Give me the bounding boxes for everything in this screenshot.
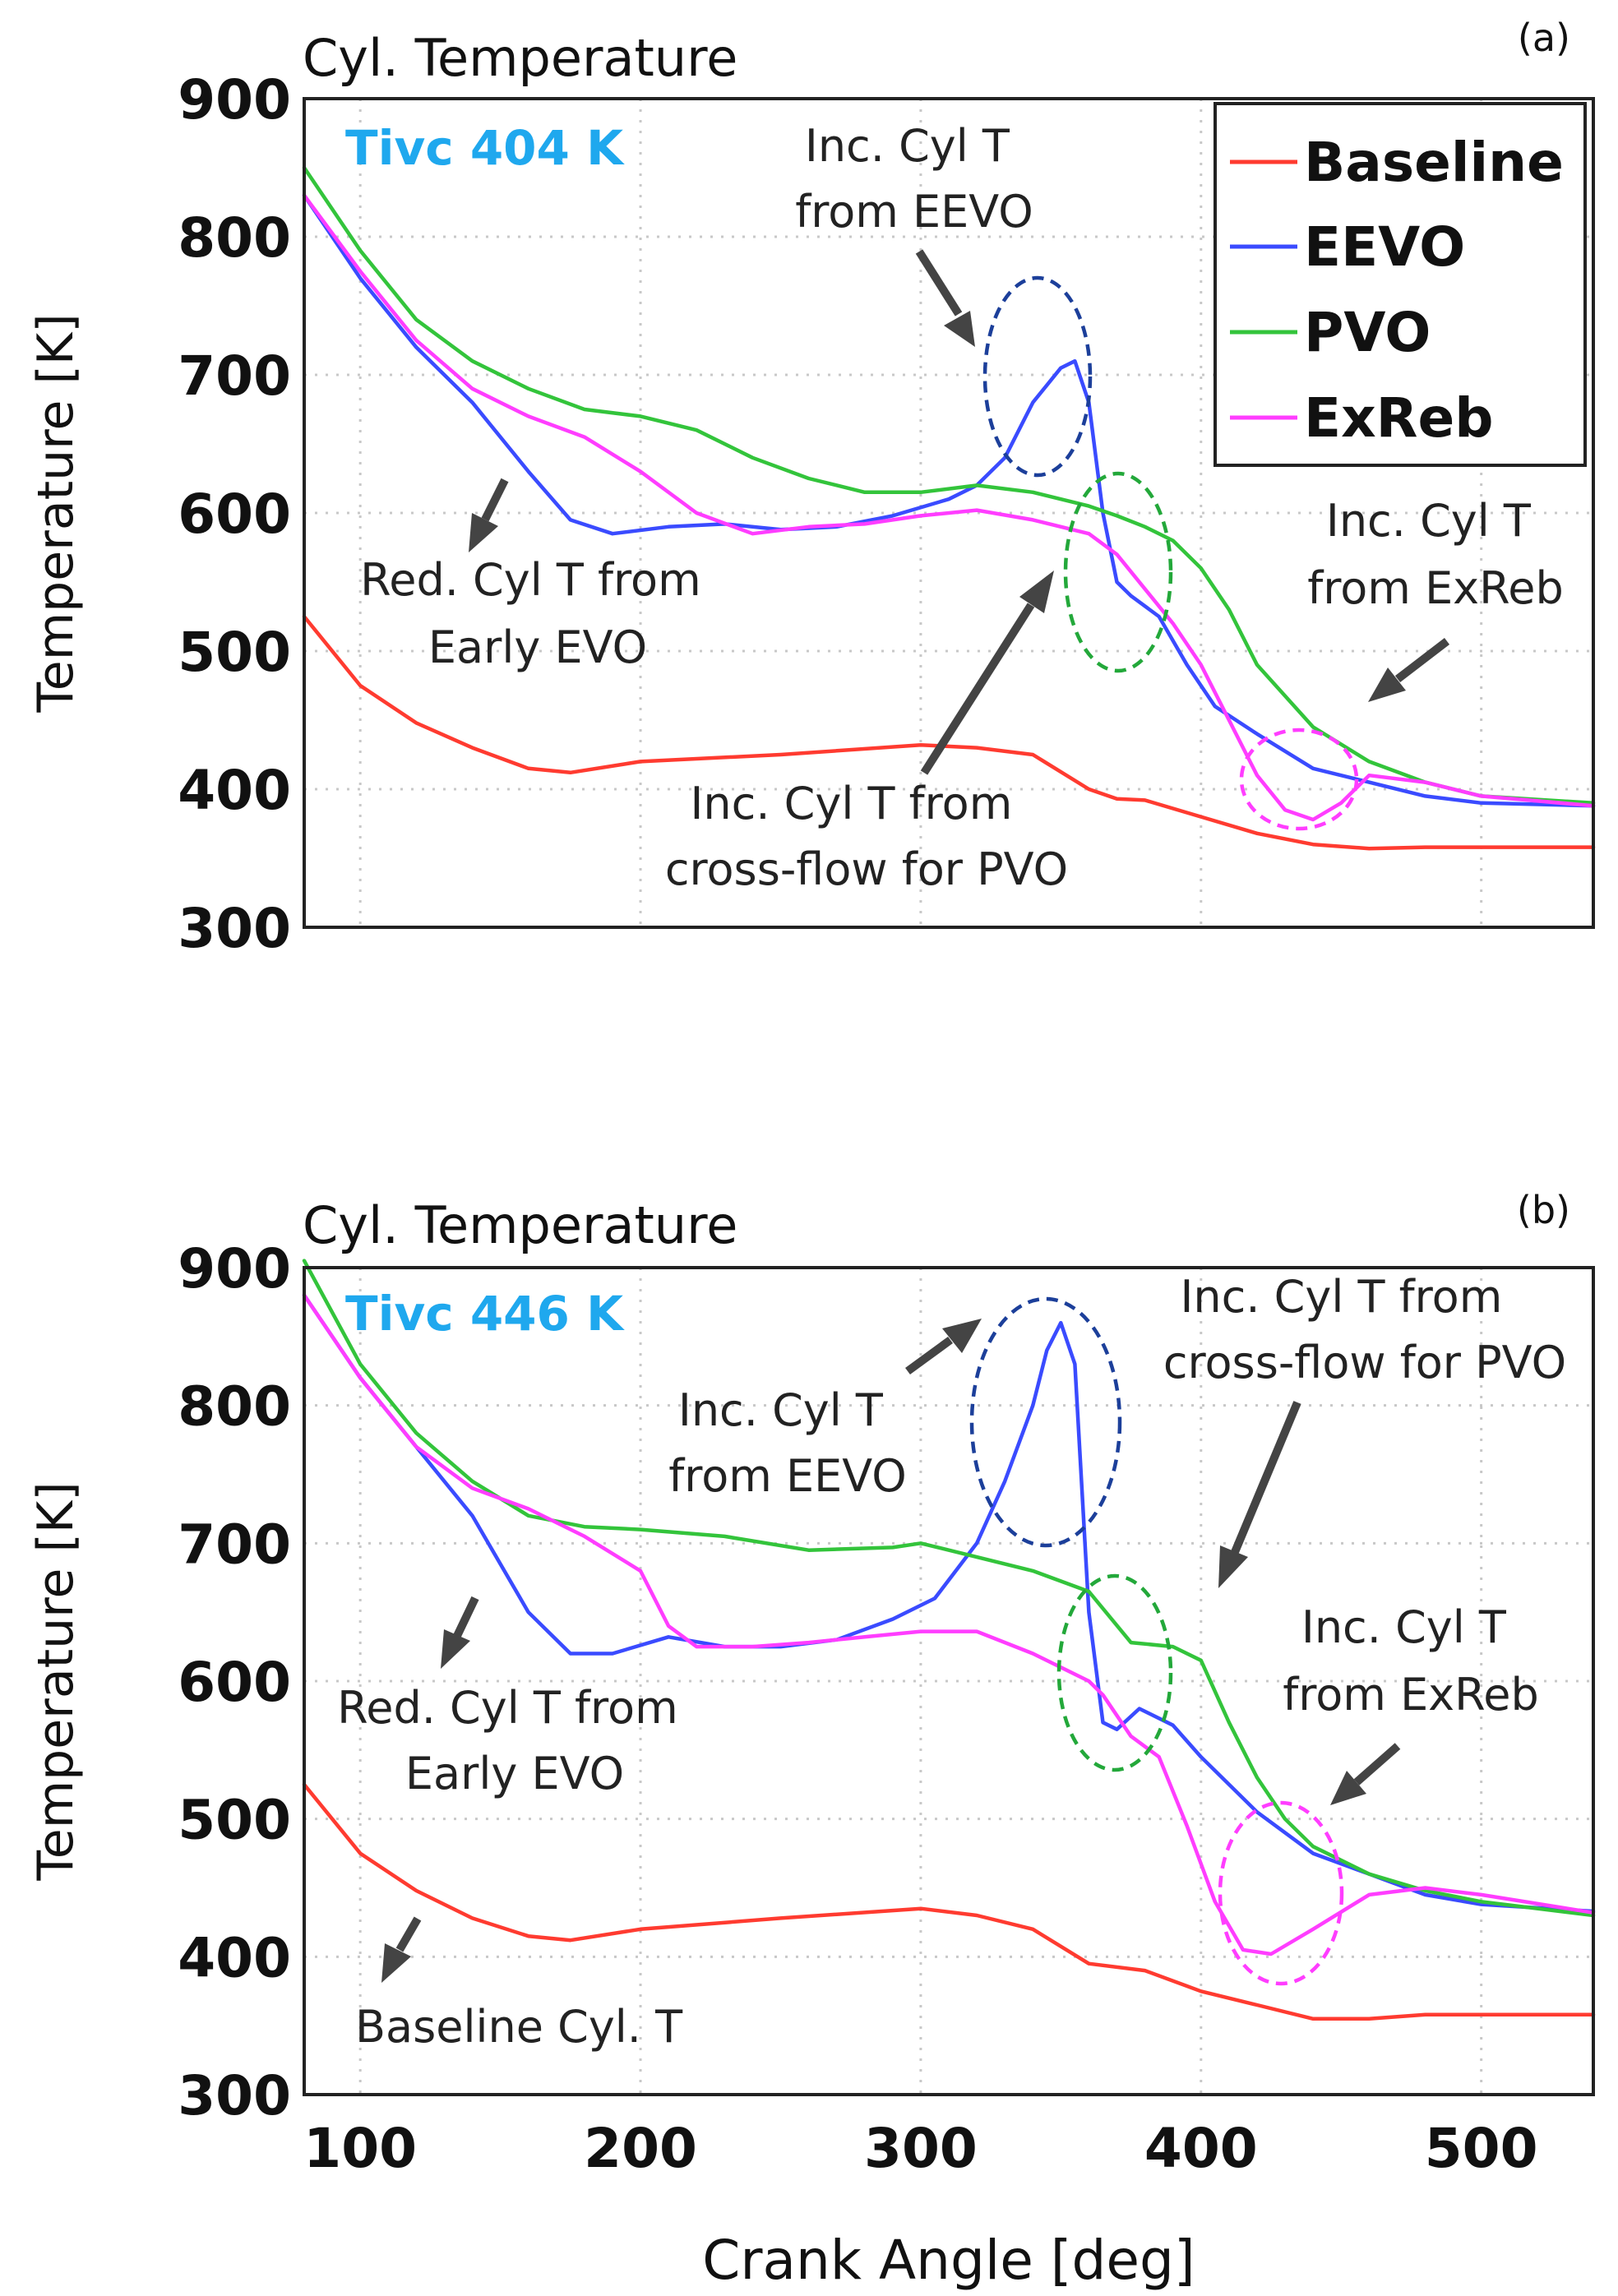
panel-b-title: Cyl. Temperature [303,1195,737,1255]
x-tick-label: 200 [584,2117,697,2180]
panel-b-pvo-highlight-ellipse [1056,1573,1173,1772]
series-line-exreb [302,193,1596,822]
y-tick-label: 800 [178,206,291,270]
series-line-exreb [302,1293,1596,1956]
y-tick-label: 600 [178,483,291,546]
panel-a-eevo-highlight-ellipse [982,275,1093,478]
series-line-baseline [302,1782,1596,2021]
x-axis-label: Crank Angle [deg] [702,2229,1195,2292]
panel-a-annotation-exreb: Inc. Cyl T from ExReb [1307,495,1564,614]
panel-b-annotation-exreb: Inc. Cyl T from ExReb [1283,1601,1539,1721]
panel-a-tivc-label: Tivc 404 K [345,120,625,176]
panel-b-y-axis-label: Temperature [K] [27,1481,85,1881]
x-tick-label: 500 [1425,2117,1538,2180]
panel-b-annotation-baseline: Baseline Cyl. T [355,2001,683,2053]
y-tick-label: 500 [178,1789,291,1852]
panel-b-y-tick-labels: 300 400 500 600 700 800 900 [178,1237,291,2127]
panel-a: Cyl. Temperature (a) 300 400 500 600 700 800 9… [27,16,1596,960]
panel-b-exreb-highlight-ellipse [1218,1800,1344,1986]
panel-a-arrow-exreb [1368,638,1450,702]
panel-a-arrow-crossflow [920,571,1054,775]
y-tick-label: 400 [178,759,291,822]
panel-a-plot-frame [303,97,1595,929]
y-tick-label: 700 [178,344,291,408]
panel-b-arrow-eevo [905,1319,982,1375]
series-line-baseline [302,614,1596,851]
panel-b-annotation-early-evo: Red. Cyl T from Early EVO [337,1682,692,1799]
legend-label-eevo: EEVO [1304,215,1465,279]
panel-b-arrow-baseline [381,1916,422,1983]
panel-b-annotation-eevo: Inc. Cyl T from EEVO [668,1384,907,1502]
legend-label-baseline: Baseline [1304,131,1564,194]
panel-b-annotation-crossflow: Inc. Cyl T from cross-flow for PVO [1163,1271,1566,1388]
series-line-pvo [302,1259,1596,1918]
y-tick-label: 800 [178,1375,291,1439]
panel-b-series [302,1259,1596,2021]
panel-b-plot-frame [303,1266,1595,2096]
panel-b-arrow-early-evo [441,1596,479,1669]
panel-a-exreb-highlight-ellipse [1239,728,1359,831]
panel-b-eevo-highlight-ellipse [969,1296,1122,1548]
y-tick-label: 300 [178,2064,291,2127]
panel-b-grid [304,1268,1593,2095]
panel-a-arrow-early-evo [469,478,509,552]
panel-a-annotation-eevo: Inc. Cyl T from EEVO [795,120,1033,238]
panel-a-label: (a) [1518,16,1570,60]
panel-a-annotation-crossflow: Inc. Cyl T from cross-flow for PVO [665,778,1068,895]
y-tick-label: 900 [178,1237,291,1300]
y-tick-label: 700 [178,1513,291,1576]
y-tick-label: 300 [178,897,291,960]
panel-b-arrow-crossflow [1218,1401,1301,1588]
x-tick-label: 400 [1144,2117,1258,2180]
y-tick-label: 600 [178,1651,291,1714]
panel-b-x-tick-labels: 100 200 300 400 500 [303,2117,1537,2180]
series-line-eevo [302,193,1596,808]
series-line-pvo [302,165,1596,806]
panel-a-y-tick-labels: 300 400 500 600 700 800 900 [178,68,291,960]
panel-b-arrow-exreb [1330,1743,1401,1805]
panel-b-label: (b) [1517,1188,1570,1232]
panel-a-title: Cyl. Temperature [303,28,737,88]
y-tick-label: 500 [178,621,291,684]
panel-b: Cyl. Temperature (b) 300 400 500 600 700 800 9… [27,1188,1596,2292]
x-tick-label: 100 [303,2117,417,2180]
y-tick-label: 900 [178,68,291,132]
x-tick-label: 300 [864,2117,978,2180]
legend-label-exreb: ExReb [1304,386,1493,450]
panel-a-pvo-highlight-ellipse [1063,471,1173,673]
panel-a-annotation-early-evo: Red. Cyl T from Early EVO [360,554,715,673]
legend-label-pvo: PVO [1304,301,1431,364]
panel-a-grid [304,99,1593,927]
series-line-eevo [302,1293,1596,1914]
panel-a-y-axis-label: Temperature [K] [27,313,85,713]
y-tick-label: 400 [178,1926,291,1989]
panel-a-arrow-eevo [915,249,975,347]
panel-b-tivc-label: Tivc 446 K [345,1286,625,1342]
panel-a-series [302,165,1596,851]
legend-box [1214,102,1587,467]
legend: Baseline EEVO PVO ExReb [1214,102,1587,467]
